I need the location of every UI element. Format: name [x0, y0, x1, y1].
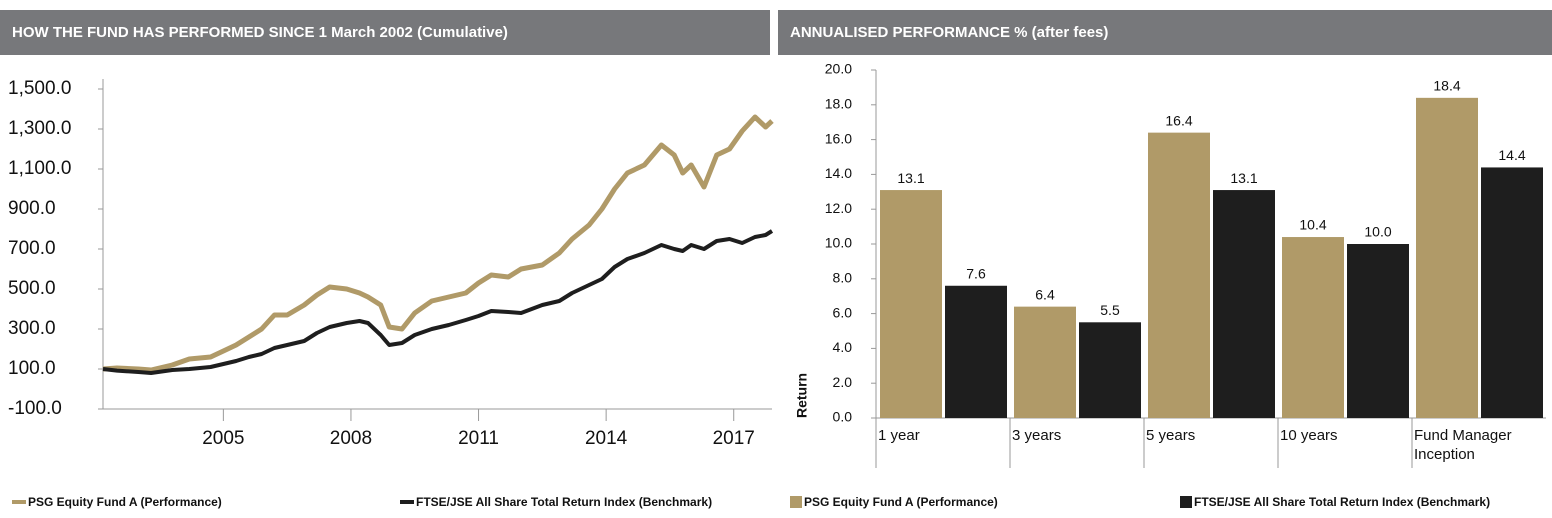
bar: [1014, 306, 1076, 418]
y-tick-label: 2.0: [833, 374, 853, 390]
y-tick-label: 1,500.0: [8, 78, 71, 99]
bar: [945, 285, 1007, 418]
bar: [1416, 97, 1478, 418]
x-tick-label: 10 years: [1280, 427, 1338, 444]
value-label: 5.5: [1100, 302, 1120, 318]
y-tick-label: 300.0: [8, 318, 56, 339]
header-bar: [778, 10, 1552, 55]
y-tick-label: 16.0: [825, 130, 852, 146]
y-tick-label: 1,100.0: [8, 158, 71, 179]
x-tick-label: 2017: [713, 428, 755, 449]
legend-swatch: [790, 496, 802, 508]
y-tick-label: 4.0: [833, 339, 853, 355]
y-tick-label: 900.0: [8, 198, 56, 219]
x-tick-label-box: 10 years: [1280, 427, 1338, 444]
y-tick-label: 700.0: [8, 238, 56, 259]
value-label: 10.0: [1364, 224, 1391, 240]
value-label: 18.4: [1433, 78, 1460, 94]
bar: [880, 190, 942, 418]
value-label: 7.6: [966, 265, 986, 281]
y-tick-label: 0.0: [833, 409, 853, 425]
chart-title: HOW THE FUND HAS PERFORMED SINCE 1 March…: [12, 24, 508, 41]
x-tick-label: 3 years: [1012, 427, 1062, 444]
x-tick-label: 2014: [585, 428, 628, 449]
bar: [1148, 132, 1210, 418]
value-label: 10.4: [1299, 217, 1326, 233]
x-tick-label: Fund Manager Inception: [1414, 427, 1512, 463]
legend-swatch: [1180, 496, 1192, 508]
value-label: 16.4: [1165, 112, 1192, 128]
header-bar: [0, 10, 770, 55]
bar: [1213, 190, 1275, 418]
legend-label: PSG Equity Fund A (Performance): [28, 495, 222, 509]
legend-label: FTSE/JSE All Share Total Return Index (B…: [1194, 495, 1490, 509]
x-tick-label: 1 year: [878, 427, 920, 444]
value-label: 13.1: [1230, 170, 1257, 186]
bar: [1347, 244, 1409, 418]
y-tick-label: 1,300.0: [8, 118, 71, 139]
x-tick-label: 2008: [330, 428, 372, 449]
value-label: 14.4: [1498, 147, 1525, 163]
y-tick-label: 20.0: [825, 61, 852, 77]
y-axis-label: Return: [794, 373, 810, 418]
value-label: 6.4: [1035, 286, 1055, 302]
bar: [1282, 237, 1344, 418]
x-tick-label-box: 3 years: [1012, 427, 1062, 444]
legend-label: FTSE/JSE All Share Total Return Index (B…: [416, 495, 712, 509]
y-tick-label: 6.0: [833, 304, 853, 320]
chart-title: ANNUALISED PERFORMANCE % (after fees): [790, 24, 1108, 41]
y-tick-label: 12.0: [825, 200, 852, 216]
x-tick-label: 5 years: [1146, 427, 1196, 444]
series-line: [102, 114, 774, 373]
bar: [1079, 322, 1141, 418]
y-tick-label: 500.0: [8, 278, 56, 299]
bar: [1481, 167, 1543, 418]
x-tick-label-box: 5 years: [1146, 427, 1196, 444]
series-line: [102, 229, 774, 375]
y-tick-label: 18.0: [825, 96, 852, 112]
y-tick-label: -100.0: [8, 398, 62, 419]
y-tick-label: 100.0: [8, 358, 56, 379]
y-tick-label: 8.0: [833, 270, 853, 286]
x-tick-label-box: Fund Manager Inception: [1414, 427, 1512, 463]
x-tick-label-box: 1 year: [878, 427, 920, 444]
x-tick-label: 2011: [458, 428, 499, 449]
legend-label: PSG Equity Fund A (Performance): [804, 495, 998, 509]
y-tick-label: 14.0: [825, 165, 852, 181]
x-tick-label: 2005: [202, 428, 244, 449]
value-label: 13.1: [897, 170, 924, 186]
y-tick-label: 10.0: [825, 235, 852, 251]
